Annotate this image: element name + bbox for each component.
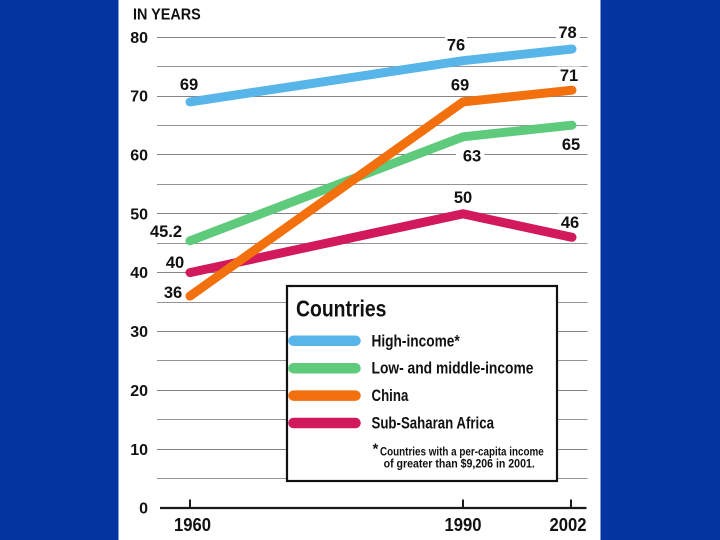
svg-text:20: 20	[130, 383, 148, 400]
svg-text:80: 80	[130, 30, 148, 47]
svg-text:1960: 1960	[174, 515, 211, 535]
svg-text:70: 70	[130, 89, 148, 106]
svg-text:30: 30	[130, 324, 148, 341]
svg-text:*: *	[373, 441, 379, 458]
svg-text:45.2: 45.2	[150, 223, 182, 241]
svg-text:63: 63	[463, 148, 481, 166]
svg-text:76: 76	[447, 36, 465, 54]
svg-text:40: 40	[166, 254, 184, 272]
svg-text:IN YEARS: IN YEARS	[133, 6, 201, 24]
svg-text:46: 46	[561, 214, 579, 232]
svg-text:Sub-Saharan Africa: Sub-Saharan Africa	[372, 414, 495, 433]
svg-text:High-income*: High-income*	[372, 332, 460, 351]
svg-text:Countries with a per-capita in: Countries with a per-capita income	[380, 446, 544, 459]
svg-text:78: 78	[558, 24, 576, 42]
svg-text:Low- and middle-income: Low- and middle-income	[372, 359, 534, 378]
svg-text:36: 36	[164, 284, 182, 302]
svg-text:1990: 1990	[445, 515, 482, 535]
svg-text:2002: 2002	[550, 515, 587, 535]
svg-text:65: 65	[562, 136, 580, 154]
svg-text:0: 0	[139, 501, 148, 518]
svg-text:71: 71	[560, 67, 578, 85]
svg-text:69: 69	[180, 76, 198, 94]
svg-text:of greater than $9,206 in 2001: of greater than $9,206 in 2001.	[384, 458, 535, 470]
svg-text:69: 69	[451, 77, 469, 95]
svg-text:10: 10	[130, 442, 148, 459]
svg-text:40: 40	[130, 265, 148, 282]
svg-text:50: 50	[454, 189, 472, 207]
svg-text:50: 50	[130, 206, 148, 223]
svg-text:China: China	[372, 387, 409, 406]
svg-text:Countries: Countries	[296, 296, 386, 322]
svg-text:60: 60	[130, 148, 148, 165]
